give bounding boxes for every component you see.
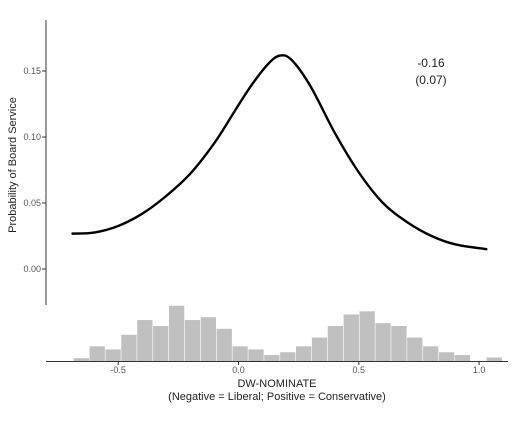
histogram-bar-23: [438, 352, 455, 361]
x-ticks: -0.5 0.0 0.5 1.0: [110, 361, 486, 375]
histogram-bar-14: [296, 346, 312, 361]
series-line-0: [71, 54, 488, 251]
histogram-bar-26: [486, 357, 502, 361]
histogram-bar-10: [232, 346, 248, 361]
histogram-bar-18: [359, 311, 375, 361]
histogram: [73, 305, 502, 361]
y-axis-title: Probability of Board Service: [7, 97, 19, 233]
y-tick-label-3: 0.15: [23, 66, 41, 76]
annotation-std-error: (0.07): [415, 73, 446, 87]
y-ticks: 0.00 0.05 0.10 0.15: [23, 66, 46, 274]
series-layer: [71, 54, 488, 251]
histogram-bar-15: [311, 337, 328, 361]
histogram-bar-11: [248, 349, 264, 361]
histogram-bar-3: [121, 334, 137, 361]
histogram-bar-1: [89, 346, 105, 361]
histogram-bar-7: [184, 320, 201, 361]
histogram-bar-22: [423, 346, 439, 361]
histogram-bar-19: [375, 323, 391, 361]
histogram-bar-0: [73, 358, 89, 361]
x-tick-label-2: 0.5: [353, 365, 366, 375]
histogram-bar-4: [137, 320, 153, 361]
histogram-bar-6: [168, 305, 185, 361]
histogram-bar-13: [280, 352, 296, 361]
x-tick-label-3: 1.0: [473, 365, 486, 375]
histogram-bar-9: [216, 328, 232, 361]
y-tick-label-0: 0.00: [23, 264, 41, 274]
annotation-estimate: -0.16: [417, 56, 445, 70]
x-tick-label-0: -0.5: [110, 365, 126, 375]
histogram-bar-2: [105, 349, 121, 361]
histogram-bar-24: [454, 355, 471, 361]
x-tick-label-1: 0.0: [232, 365, 245, 375]
x-axis-note: (Negative = Liberal; Positive = Conserva…: [168, 391, 386, 403]
histogram-bar-5: [153, 326, 169, 361]
histogram-bar-20: [391, 326, 407, 361]
histogram-bar-12: [264, 355, 280, 361]
axes: [45, 20, 508, 362]
histogram-bar-16: [327, 326, 344, 361]
y-tick-label-2: 0.10: [23, 132, 41, 142]
histogram-bar-21: [407, 337, 423, 361]
histogram-bar-17: [343, 314, 359, 361]
histogram-bar-8: [200, 317, 217, 361]
x-axis-title: DW-NOMINATE: [237, 378, 316, 390]
y-tick-label-1: 0.05: [23, 198, 41, 208]
